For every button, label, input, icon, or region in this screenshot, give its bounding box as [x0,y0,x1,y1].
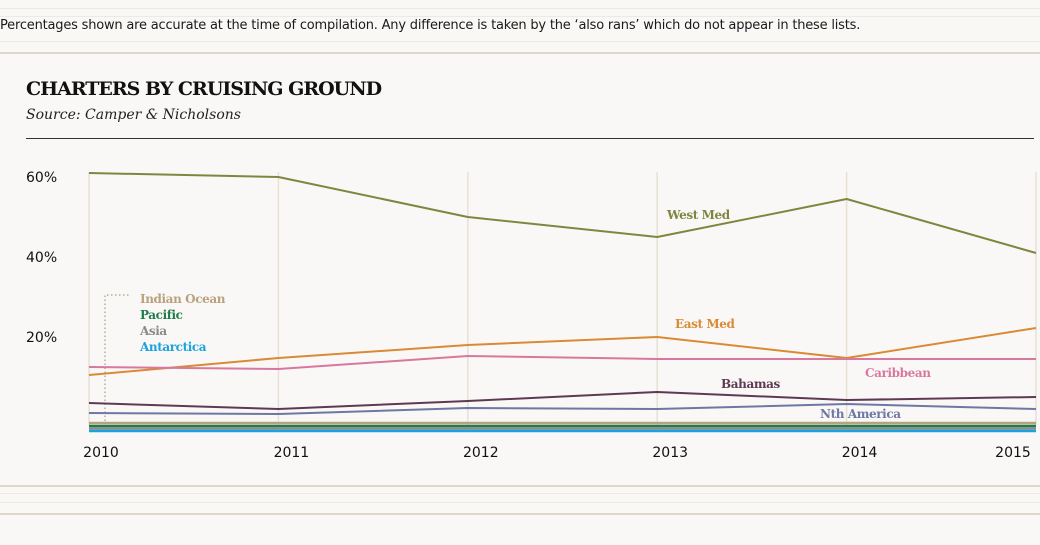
series-line-west-med [88,172,1037,254]
y-tick-label: 40% [26,250,57,266]
footnote-text: Percentages shown are accurate at the ti… [0,18,861,33]
series-label-caribbean: Caribbean [865,366,931,380]
x-tick-label: 2011 [274,445,310,461]
chart-title: CHARTERS BY CRUISING GROUND [26,78,382,100]
bottom-rule-4 [0,513,1040,515]
top-rule-1 [0,8,1040,9]
y-tick-label: 20% [26,330,57,346]
y-tick-label: 60% [26,170,57,186]
x-tick-label: 2014 [842,445,878,461]
series-line-east-med [88,327,1037,376]
series-label-pacific: Pacific [140,308,183,322]
series-line-bahamas [88,391,1037,410]
bottom-rule-2 [0,493,1040,494]
top-rule-3 [0,41,1040,42]
series-label-east-med: East Med [675,317,736,331]
gridlines [88,172,1037,425]
series-label-nth-america: Nth America [820,407,901,421]
y-axis: 60% 40% 20% [26,170,57,346]
bottom-rule-3 [0,502,1040,503]
series-labels: West Med East Med Caribbean Bahamas Nth Amer… [139,208,932,421]
bottom-rule-1 [0,485,1040,487]
top-rule-2 [0,16,1040,17]
series-label-west-med: West Med [666,208,731,222]
series-label-antarctica: Antarctica [139,340,207,354]
series-lines [88,172,1037,433]
series-line-caribbean [88,355,1036,370]
x-tick-label: 2015 [995,445,1031,461]
legend-bracket [104,294,131,421]
series-line-nth-america [88,403,1037,415]
x-axis: 2010 2011 2012 2013 2014 2015 [83,445,1031,461]
x-tick-label: 2010 [83,445,119,461]
series-label-asia: Asia [139,324,167,338]
legend-bracket-line [104,294,131,421]
series-label-indian-ocean: Indian Ocean [140,292,226,306]
series-label-bahamas: Bahamas [721,377,780,391]
x-tick-label: 2013 [652,445,688,461]
top-rule-4 [0,52,1040,54]
chart-subtitle: Source: Camper & Nicholsons [26,107,241,123]
title-divider [26,138,1034,139]
x-tick-label: 2012 [463,445,499,461]
